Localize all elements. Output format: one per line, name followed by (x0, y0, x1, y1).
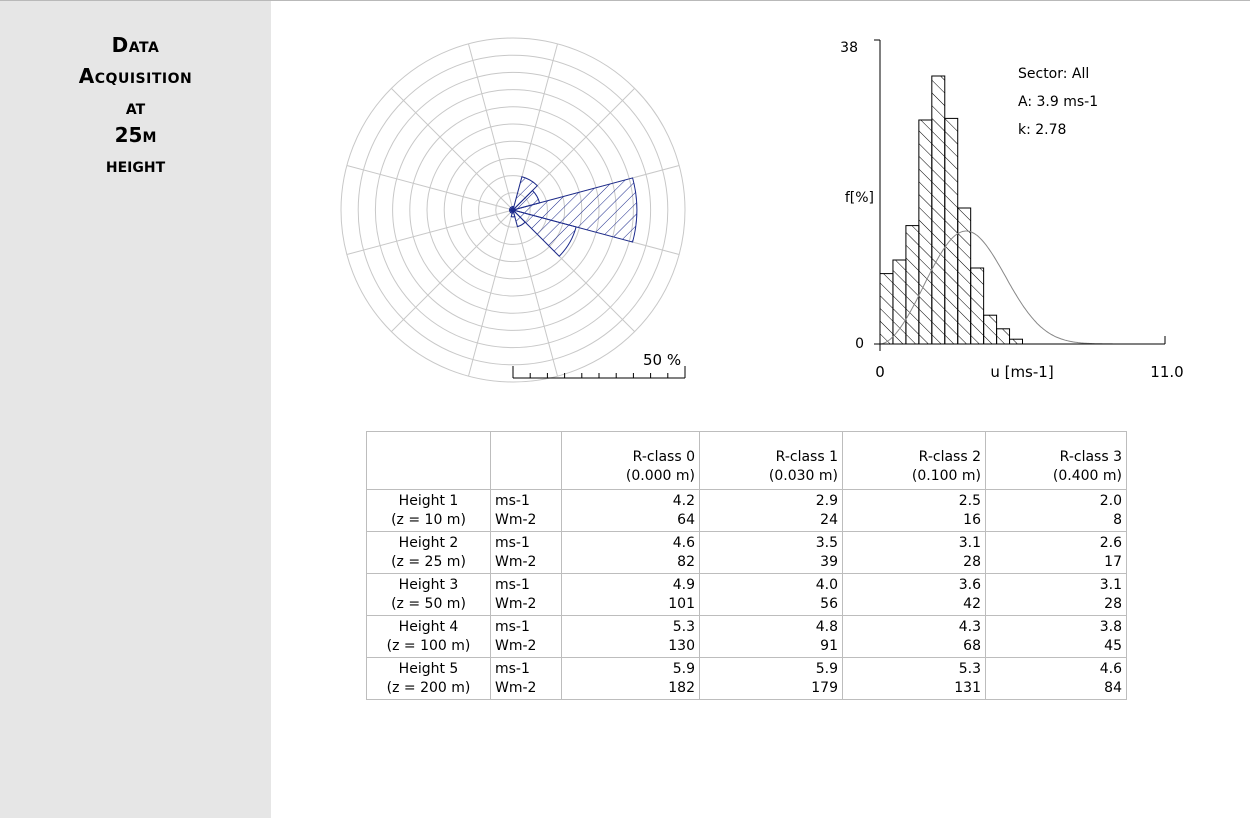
histogram-bar (1009, 338, 1024, 345)
value-cell: 2.5 16 (842, 489, 986, 532)
sidebar-title-line: Acquisition (78, 64, 193, 88)
value-cell: 3.1 28 (985, 573, 1127, 616)
header-cell-rclass-0: R-class 0 (0.000 m) (561, 431, 700, 490)
histogram-annotation-a: A: 3.9 ms-1 (1018, 94, 1098, 110)
wind-rose-scale (512, 366, 686, 379)
histogram-bar (957, 207, 972, 345)
histogram-bar (931, 75, 946, 345)
wind-rose-sector (510, 208, 516, 218)
weibull-histogram-chart: 38 0 f[%] 0 u [ms-1] 11.0 Sector: All A:… (840, 39, 1184, 381)
header-cell-rclass-1: R-class 1 (0.030 m) (699, 431, 843, 490)
wind-rose-ring (357, 54, 669, 366)
unit-cell: ms-1 Wm-2 (490, 531, 562, 574)
histogram-bar (879, 273, 894, 345)
energy-table: R-class 0 (0.000 m) R-class 1 (0.030 m) R-… (366, 431, 1127, 700)
wind-rose-sector (509, 206, 514, 212)
unit-cell: ms-1 Wm-2 (490, 489, 562, 532)
wind-rose-spoke (346, 165, 514, 211)
unit-cell: ms-1 Wm-2 (490, 615, 562, 658)
value-cell: 4.2 64 (561, 489, 700, 532)
histogram-bar (905, 225, 920, 345)
histogram-bar (970, 267, 985, 345)
value-cell: 4.6 82 (561, 531, 700, 574)
wind-rose-ring (374, 71, 652, 349)
value-cell: 3.5 39 (699, 531, 843, 574)
histogram-bar (892, 259, 907, 345)
histogram-annotation-sector: Sector: All (1018, 66, 1089, 82)
wind-rose-grid (340, 37, 686, 383)
height-cell: Height 1 (z = 10 m) (366, 489, 491, 532)
sidebar: Data Acquisition at 25m height (0, 1, 271, 818)
value-cell: 2.9 24 (699, 489, 843, 532)
table-row: Height 3 (z = 50 m) ms-1 Wm-2 4.9 101 4.0 56… (366, 573, 1127, 616)
value-cell: 3.1 28 (842, 531, 986, 574)
header-cell-empty (366, 431, 491, 490)
wind-rose-spoke (391, 209, 514, 332)
value-cell: 4.3 68 (842, 615, 986, 658)
x-axis-min-label: 0 (875, 363, 885, 381)
height-cell: Height 2 (z = 25 m) (366, 531, 491, 574)
table-row: Height 4 (z = 100 m) ms-1 Wm-2 5.3 130 4.8 9… (366, 615, 1127, 658)
value-cell: 3.8 45 (985, 615, 1127, 658)
value-cell: 4.0 56 (699, 573, 843, 616)
table-row: Height 2 (z = 25 m) ms-1 Wm-2 4.6 82 3.5 39 … (366, 531, 1127, 574)
value-cell: 2.0 8 (985, 489, 1127, 532)
y-axis-min-label: 0 (855, 336, 864, 352)
y-axis-label: f[%] (845, 190, 874, 206)
wind-rose-spoke (512, 209, 558, 377)
sidebar-title-line: height (105, 153, 166, 177)
histogram-annotation-k: k: 2.78 (1018, 122, 1066, 138)
value-cell: 4.9 101 (561, 573, 700, 616)
x-axis-label: u [ms-1] (990, 363, 1053, 381)
value-cell: 4.6 84 (985, 657, 1127, 700)
header-cell-empty (490, 431, 562, 490)
y-axis-max-label: 38 (840, 40, 858, 56)
unit-cell: ms-1 Wm-2 (490, 657, 562, 700)
wind-rose-sector (512, 176, 539, 212)
wind-rose-sector (512, 208, 526, 228)
roughness-table: R-class 0 (0.000 m) R-class 1 (0.030 m) R-… (366, 431, 1127, 700)
value-cell: 5.9 182 (561, 657, 700, 700)
height-cell: Height 4 (z = 100 m) (366, 615, 491, 658)
height-cell: Height 3 (z = 50 m) (366, 573, 491, 616)
table-row: Height 1 (z = 10 m) ms-1 Wm-2 4.2 64 2.9 24 … (366, 489, 1127, 532)
histogram-bar (944, 117, 959, 345)
wind-rose-sector (511, 177, 638, 243)
value-cell: 5.3 130 (561, 615, 700, 658)
sidebar-title-line: Data (111, 33, 160, 57)
table-row: Height 5 (z = 200 m) ms-1 Wm-2 5.9 182 5.9 1… (366, 657, 1127, 700)
table-header-row: R-class 0 (0.000 m) R-class 1 (0.030 m) R-… (366, 431, 1127, 490)
value-cell: 5.9 179 (699, 657, 843, 700)
unit-cell: ms-1 Wm-2 (490, 573, 562, 616)
histogram-axes (874, 39, 1166, 351)
wind-rose-spoke (468, 43, 514, 211)
wind-rose-sectors (509, 176, 638, 257)
histogram-bar (918, 119, 933, 345)
header-cell-rclass-2: R-class 2 (0.100 m) (842, 431, 986, 490)
wind-rose-spoke (346, 209, 514, 255)
header-cell-rclass-3: R-class 3 (0.400 m) (985, 431, 1127, 490)
histogram-bar (996, 328, 1011, 345)
wind-rose-sector (511, 209, 577, 257)
sidebar-title-line: 25m (114, 123, 157, 147)
sidebar-title-line: at (125, 95, 146, 119)
wind-rose-ring (340, 37, 686, 383)
histogram-bar (983, 314, 998, 345)
value-cell: 3.6 42 (842, 573, 986, 616)
value-cell: 5.3 131 (842, 657, 986, 700)
value-cell: 2.6 17 (985, 531, 1127, 574)
wind-rose-spoke (468, 209, 514, 377)
histogram-bars (879, 75, 1024, 345)
value-cell: 4.8 91 (699, 615, 843, 658)
x-axis-max-label: 11.0 (1150, 363, 1183, 381)
wind-rose-chart: 50 % (340, 37, 686, 383)
wind-rose-spoke (391, 88, 514, 211)
wind-rose-scale-label: 50 % (643, 351, 681, 369)
height-cell: Height 5 (z = 200 m) (366, 657, 491, 700)
